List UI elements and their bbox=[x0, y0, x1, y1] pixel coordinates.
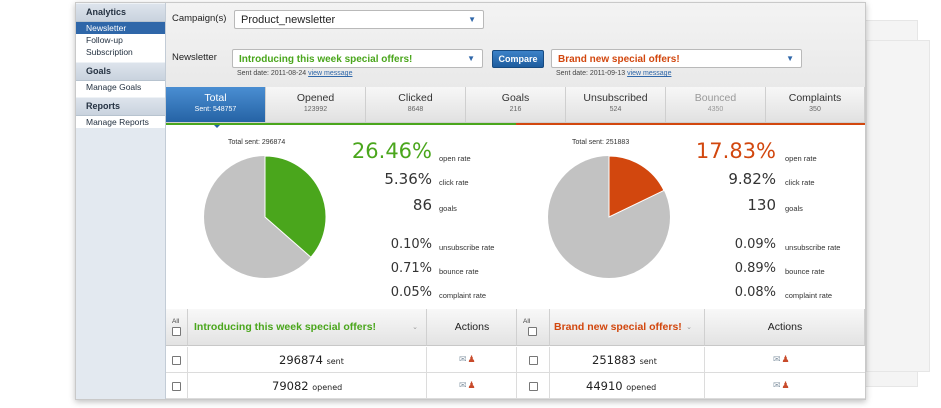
sidebar: Analytics Newsletter Follow-up Subscript… bbox=[76, 3, 166, 399]
tab-unsubscribed[interactable]: Unsubscribed 524 bbox=[566, 87, 666, 123]
mail-icon[interactable]: ✉ bbox=[459, 354, 467, 364]
left-bounce-rate: 0.71% bbox=[390, 261, 432, 276]
left-sent-value: 296874 sent bbox=[279, 353, 344, 367]
right-newsletter-header[interactable]: Brand new special offers! ⌄ bbox=[550, 309, 705, 346]
right-click-rate: 9.82% bbox=[728, 170, 776, 188]
left-complaint-rate: 0.05% bbox=[390, 285, 432, 300]
right-unsubscribe-rate: 0.09% bbox=[734, 237, 776, 252]
left-pie-chart bbox=[204, 155, 327, 278]
right-pie-chart bbox=[548, 155, 670, 278]
newsletter-right-select[interactable]: Brand new special offers! ▼ bbox=[551, 49, 802, 68]
row-actions[interactable]: ✉♟ bbox=[773, 380, 790, 391]
tab-clicked[interactable]: Clicked 8648 bbox=[366, 87, 466, 123]
right-actions-header: Actions bbox=[705, 309, 865, 346]
chevron-down-icon: ▼ bbox=[467, 54, 475, 63]
user-icon[interactable]: ♟ bbox=[781, 380, 790, 390]
row-checkbox[interactable] bbox=[172, 382, 181, 391]
sidebar-section-reports: Reports bbox=[76, 97, 165, 116]
compare-button[interactable]: Compare bbox=[492, 50, 544, 68]
right-bounce-rate: 0.89% bbox=[734, 261, 776, 276]
left-pie-slice bbox=[264, 155, 327, 258]
campaign-label: Campaign(s) bbox=[172, 13, 227, 24]
row-actions[interactable]: ✉♟ bbox=[773, 354, 790, 365]
tab-goals[interactable]: Goals 216 bbox=[466, 87, 566, 123]
filter-bar: Campaign(s) Product_newsletter ▼ Newslet… bbox=[166, 3, 865, 88]
table-row: 296874 sent ✉♟ 251883 sent ✉♟ bbox=[166, 347, 865, 373]
left-goals: 86 bbox=[412, 196, 432, 214]
sidebar-item-manage-goals[interactable]: Manage Goals bbox=[76, 81, 165, 93]
tab-bounced[interactable]: Bounced 4350 bbox=[666, 87, 766, 123]
sort-icon[interactable]: ⌄ bbox=[686, 324, 692, 331]
view-message-link[interactable]: view message bbox=[308, 70, 353, 77]
right-opened-value: 44910 opened bbox=[586, 379, 657, 393]
tab-complaints[interactable]: Complaints 350 bbox=[766, 87, 865, 123]
right-complaint-rate: 0.08% bbox=[734, 285, 776, 300]
background-window bbox=[866, 40, 930, 372]
active-tab-pointer bbox=[212, 123, 222, 128]
right-sent-date: Sent date: 2011-09-13 view message bbox=[556, 70, 672, 77]
newsletter-left-select[interactable]: Introducing this week special offers! ▼ bbox=[232, 49, 483, 68]
sort-icon[interactable]: ⌄ bbox=[412, 324, 418, 331]
user-icon[interactable]: ♟ bbox=[467, 380, 476, 390]
user-icon[interactable]: ♟ bbox=[781, 354, 790, 364]
view-message-link[interactable]: view message bbox=[627, 70, 672, 77]
left-opened-value: 79082 opened bbox=[272, 379, 343, 393]
left-total-sent: Total sent: 296874 bbox=[228, 139, 286, 146]
tab-total[interactable]: Total Sent: 548757 bbox=[166, 87, 266, 128]
select-all-header: All bbox=[517, 309, 550, 346]
sidebar-item-follow-up[interactable]: Follow-up bbox=[76, 34, 165, 46]
right-pie-slice bbox=[608, 155, 665, 218]
mail-icon[interactable]: ✉ bbox=[459, 380, 467, 390]
left-unsubscribe-rate: 0.10% bbox=[390, 237, 432, 252]
left-newsletter-header[interactable]: Introducing this week special offers! ⌄ bbox=[188, 309, 427, 346]
right-total-sent: Total sent: 251883 bbox=[572, 139, 630, 146]
newsletter-right-value: Brand new special offers! bbox=[558, 54, 680, 65]
row-actions[interactable]: ✉♟ bbox=[459, 380, 476, 391]
chevron-down-icon: ▼ bbox=[468, 15, 476, 24]
mail-icon[interactable]: ✉ bbox=[773, 380, 781, 390]
row-checkbox[interactable] bbox=[529, 382, 538, 391]
right-sent-value: 251883 sent bbox=[592, 353, 657, 367]
mail-icon[interactable]: ✉ bbox=[773, 354, 781, 364]
sidebar-section-analytics: Analytics bbox=[76, 3, 165, 22]
main-content: Campaign(s) Product_newsletter ▼ Newslet… bbox=[166, 3, 865, 399]
left-sent-date: Sent date: 2011-08-24 view message bbox=[237, 70, 353, 77]
row-checkbox[interactable] bbox=[172, 356, 181, 365]
right-open-rate: 17.83% bbox=[695, 139, 776, 163]
table-row: 79082 opened ✉♟ 44910 opened ✉♟ bbox=[166, 373, 865, 399]
comparison-table: All Introducing this week special offers… bbox=[166, 309, 865, 399]
sidebar-item-subscription[interactable]: Subscription bbox=[76, 46, 165, 58]
left-click-rate: 5.36% bbox=[384, 170, 432, 188]
user-icon[interactable]: ♟ bbox=[467, 354, 476, 364]
tab-opened[interactable]: Opened 123992 bbox=[266, 87, 366, 123]
left-open-rate: 26.46% bbox=[351, 139, 432, 163]
sidebar-item-manage-reports[interactable]: Manage Reports bbox=[76, 116, 165, 128]
left-actions-header: Actions bbox=[427, 309, 517, 346]
chevron-down-icon: ▼ bbox=[786, 54, 794, 63]
right-accent-rule bbox=[516, 123, 865, 125]
right-goals: 130 bbox=[747, 196, 776, 214]
campaign-select-value: Product_newsletter bbox=[241, 14, 336, 26]
row-actions[interactable]: ✉♟ bbox=[459, 354, 476, 365]
sidebar-section-goals: Goals bbox=[76, 62, 165, 81]
newsletter-label: Newsletter bbox=[172, 52, 217, 63]
row-checkbox[interactable] bbox=[529, 356, 538, 365]
metric-tabs: Total Sent: 548757 Opened 123992 Clicked… bbox=[166, 87, 865, 128]
app-window: Analytics Newsletter Follow-up Subscript… bbox=[75, 2, 866, 400]
campaign-select[interactable]: Product_newsletter ▼ bbox=[234, 10, 484, 29]
select-all-header: All bbox=[166, 309, 188, 346]
select-all-checkbox[interactable] bbox=[172, 327, 181, 336]
newsletter-left-value: Introducing this week special offers! bbox=[239, 54, 413, 65]
sidebar-item-newsletter[interactable]: Newsletter bbox=[76, 22, 165, 34]
left-accent-rule bbox=[166, 123, 516, 125]
select-all-checkbox[interactable] bbox=[528, 327, 537, 336]
